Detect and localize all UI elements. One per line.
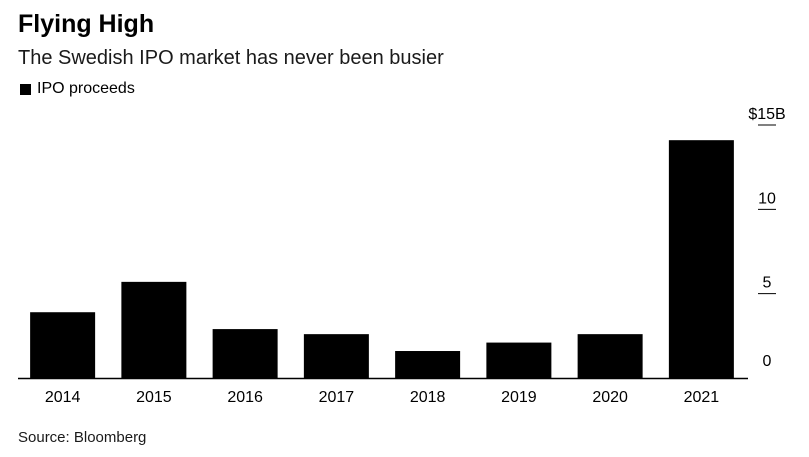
x-tick-label: 2017	[319, 389, 355, 406]
x-tick-label: 2021	[684, 389, 720, 406]
x-tick-label: 2020	[592, 389, 628, 406]
x-tick-label: 2015	[136, 389, 172, 406]
bar-2016	[212, 329, 278, 378]
y-tick-label: $15B	[748, 106, 785, 123]
legend: IPO proceeds	[20, 80, 135, 98]
legend-swatch	[20, 83, 31, 95]
x-tick-label: 2019	[501, 389, 537, 406]
bar-2021	[668, 140, 734, 378]
chart-subtitle: The Swedish IPO market has never been bu…	[18, 47, 444, 69]
y-tick-label: 10	[758, 190, 776, 207]
bar-2014	[30, 312, 96, 378]
bar-2018	[395, 351, 461, 378]
bar-2015	[121, 281, 187, 378]
y-tick-label: 5	[763, 275, 772, 292]
chart-title: Flying High	[18, 10, 155, 38]
x-tick-label: 2016	[227, 389, 263, 406]
y-tick-label: 0	[763, 353, 772, 370]
bar-2017	[303, 334, 369, 378]
bar-2020	[577, 334, 643, 378]
x-tick-label: 2014	[45, 389, 81, 406]
bar-2019	[486, 342, 552, 378]
legend-label: IPO proceeds	[37, 80, 135, 97]
source-note: Source: Bloomberg	[18, 429, 147, 446]
x-tick-label: 2018	[410, 389, 446, 406]
